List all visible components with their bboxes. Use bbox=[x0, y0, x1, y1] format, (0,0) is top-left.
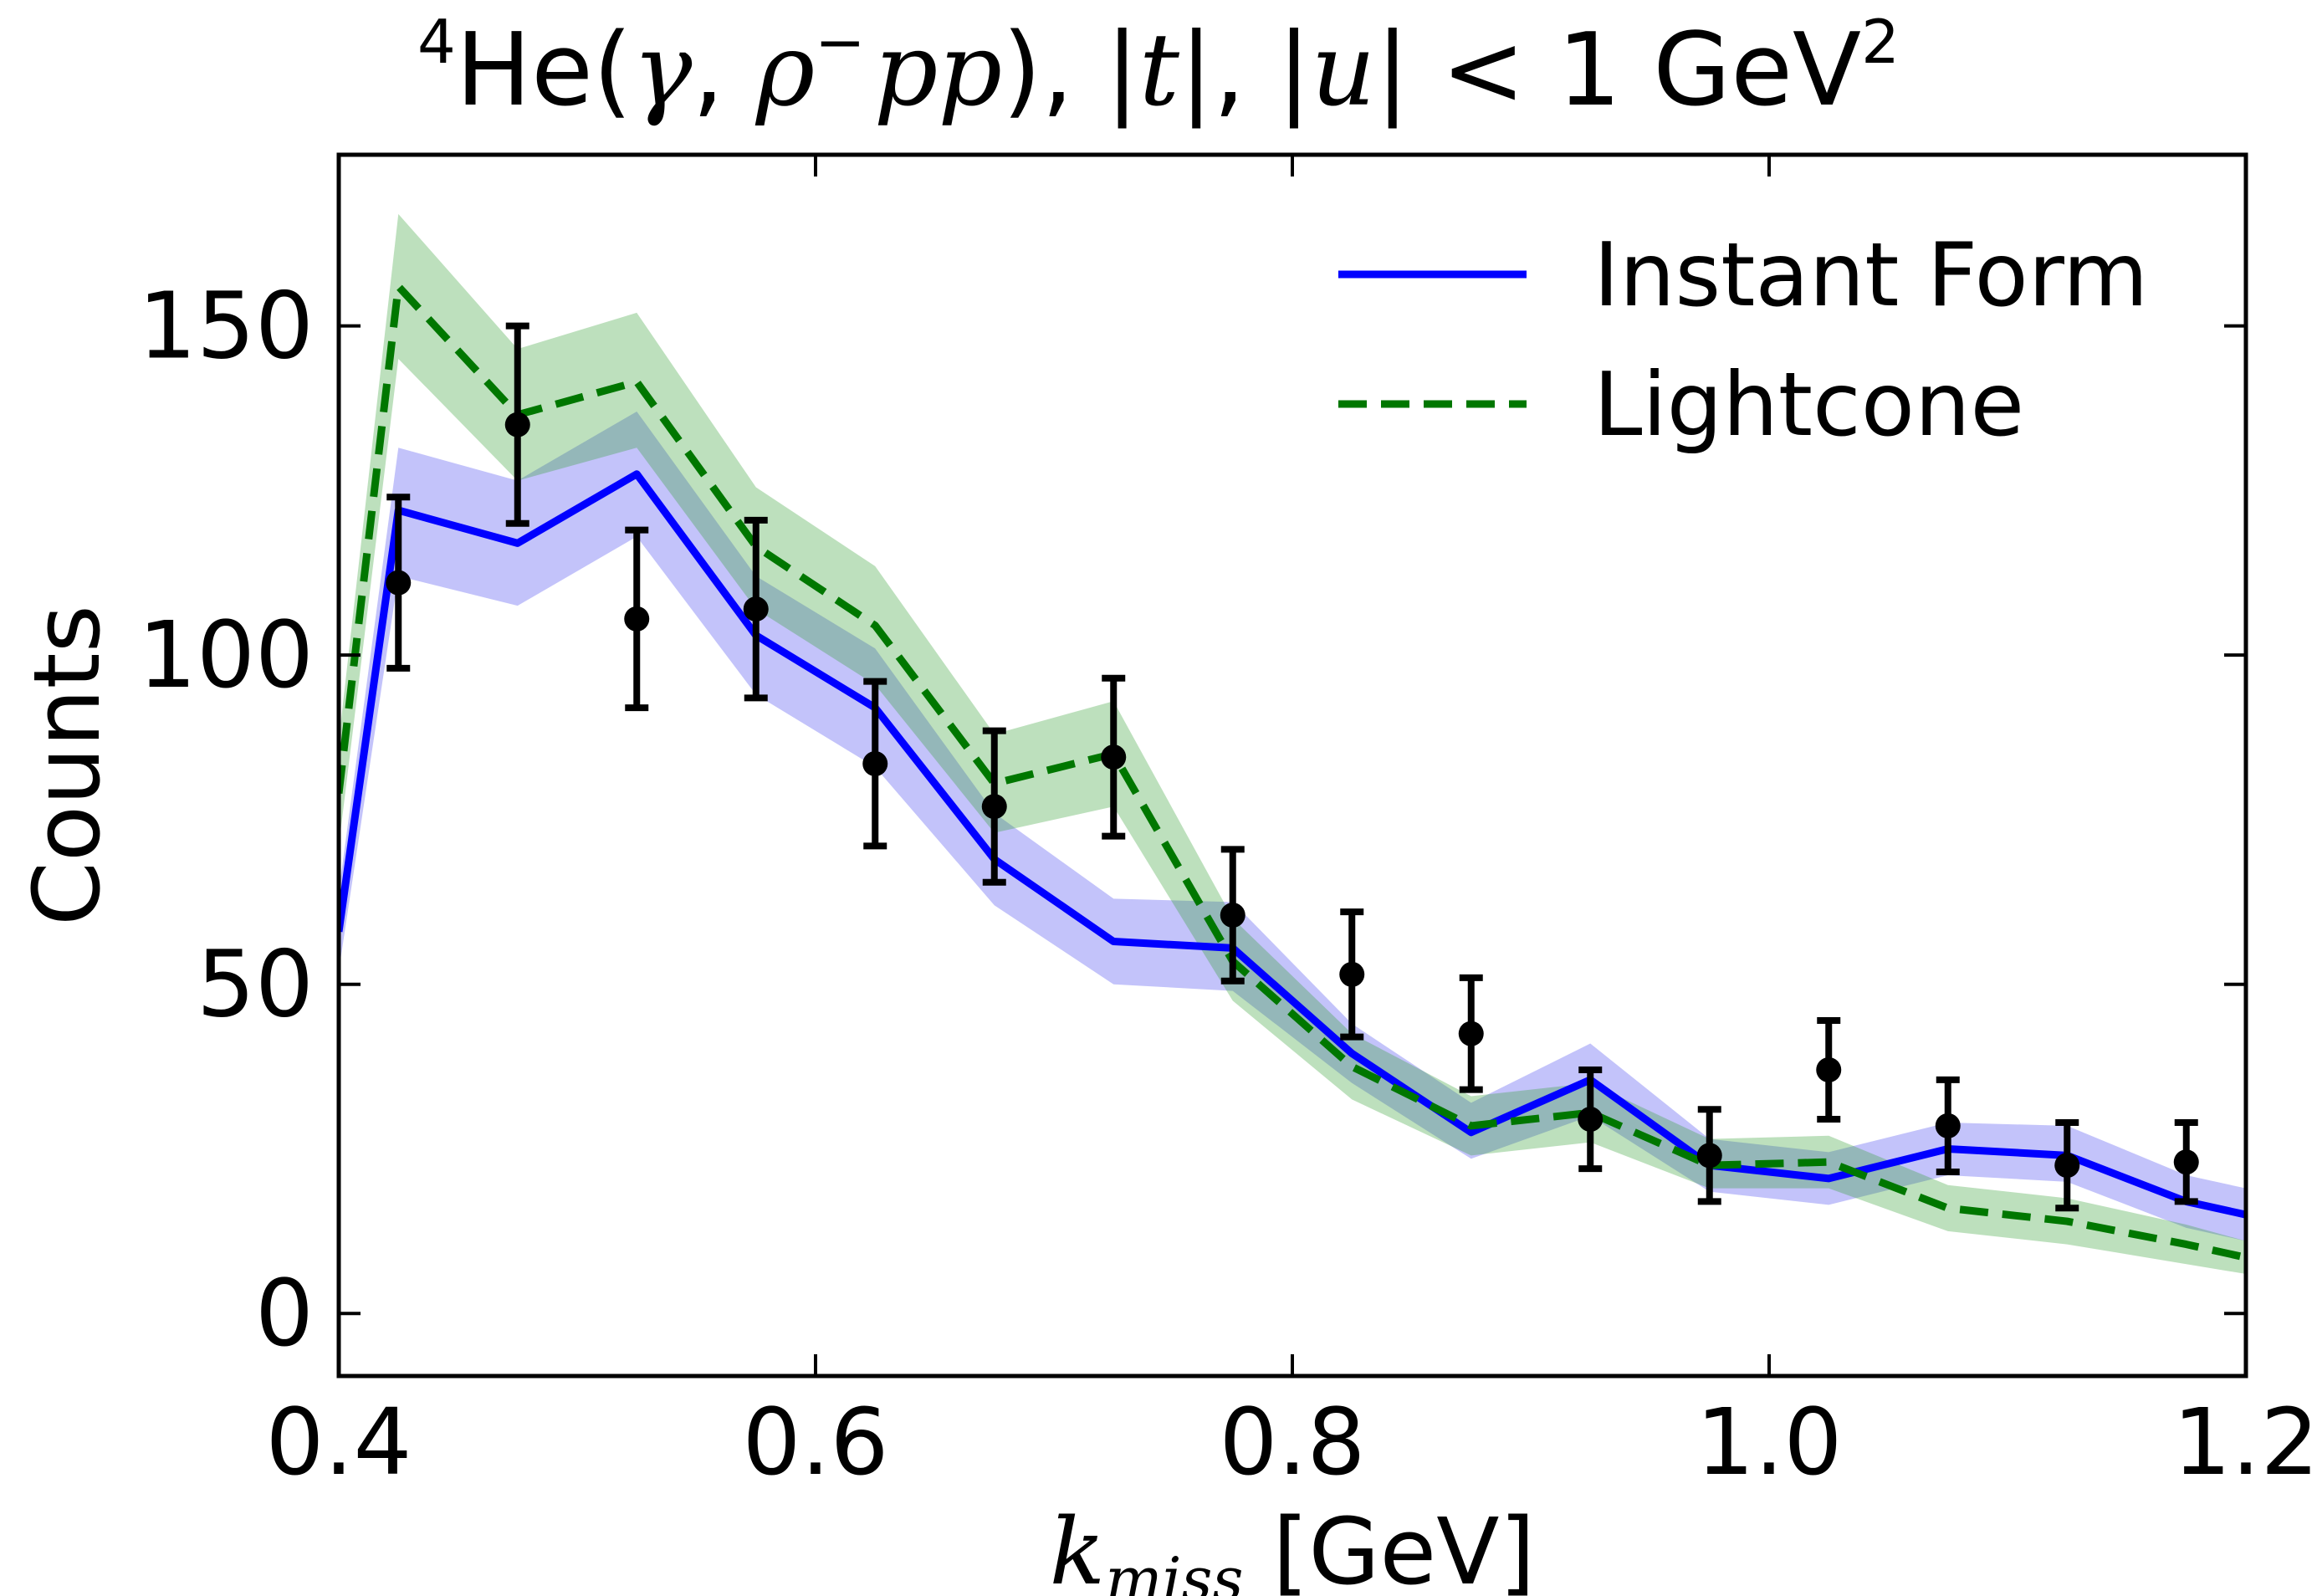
data-point bbox=[1696, 1143, 1722, 1169]
data-point bbox=[624, 606, 650, 632]
legend-label-lightcone: Lightcone bbox=[1593, 354, 2024, 456]
data-point bbox=[981, 794, 1007, 820]
data-point bbox=[1816, 1057, 1842, 1083]
x-tick-label: 1.0 bbox=[1696, 1389, 1843, 1496]
y-axis-label: Counts bbox=[13, 605, 120, 926]
data-point bbox=[1220, 903, 1245, 928]
plot-area bbox=[339, 213, 2246, 1275]
legend: Instant Form Lightcone bbox=[1338, 224, 2148, 456]
data-point bbox=[862, 751, 888, 777]
x-axis-label-k: k bbox=[1050, 1498, 1106, 1596]
data-point bbox=[2054, 1153, 2080, 1179]
data-point bbox=[1101, 744, 1127, 770]
title-gamma: γ bbox=[632, 13, 693, 129]
data-point bbox=[1578, 1107, 1603, 1133]
chart-title: 4He(γ, ρ−pp), |t|, |u| < 1 GeV2 bbox=[417, 7, 1900, 129]
legend-label-instant-form: Instant Form bbox=[1593, 224, 2148, 326]
data-point bbox=[1339, 961, 1365, 987]
data-point bbox=[2173, 1149, 2199, 1175]
y-tick-label: 150 bbox=[138, 273, 314, 380]
ticks-layer: 0.4 0.6 0.8 1.0 1.2 0 50 100 150 bbox=[138, 155, 2317, 1496]
title-bar-mid: |, | bbox=[1179, 13, 1311, 129]
title-cut: | < 1 GeV bbox=[1375, 13, 1861, 129]
y-tick-label: 100 bbox=[138, 601, 314, 708]
title-t: t bbox=[1139, 13, 1180, 129]
data-point bbox=[504, 412, 530, 437]
y-tick-label: 50 bbox=[197, 931, 314, 1038]
data-point bbox=[1458, 1021, 1484, 1046]
data-point bbox=[386, 570, 412, 596]
line-instant-form bbox=[339, 470, 2246, 1219]
x-tick-label: 0.4 bbox=[266, 1389, 412, 1496]
x-tick-label: 0.6 bbox=[743, 1389, 889, 1496]
title-rho: ρ bbox=[754, 13, 816, 129]
x-tick-label: 0.8 bbox=[1220, 1389, 1366, 1496]
title-minus: − bbox=[815, 7, 865, 77]
data-point bbox=[743, 596, 769, 622]
x-tick-label: 1.2 bbox=[2173, 1389, 2317, 1496]
band-instant-form bbox=[339, 411, 2246, 1241]
x-axis-label-unit: [GeV] bbox=[1243, 1498, 1535, 1596]
title-nucleus: He( bbox=[456, 13, 632, 129]
data-point bbox=[1935, 1113, 1961, 1138]
x-axis-label-sub: miss bbox=[1105, 1544, 1243, 1596]
x-axis-label: kmiss [GeV] bbox=[1050, 1498, 1536, 1596]
title-superscript-mass: 4 bbox=[417, 7, 456, 77]
title-pp: pp bbox=[874, 13, 1003, 129]
title-superscript-power: 2 bbox=[1861, 7, 1900, 77]
y-tick-label: 0 bbox=[255, 1260, 314, 1367]
title-comma: , bbox=[692, 13, 755, 129]
title-bar-open: ), | bbox=[1002, 13, 1139, 129]
title-u: u bbox=[1311, 13, 1375, 129]
data-points-layer bbox=[386, 322, 2199, 1212]
line-lightcone bbox=[339, 282, 2246, 1261]
